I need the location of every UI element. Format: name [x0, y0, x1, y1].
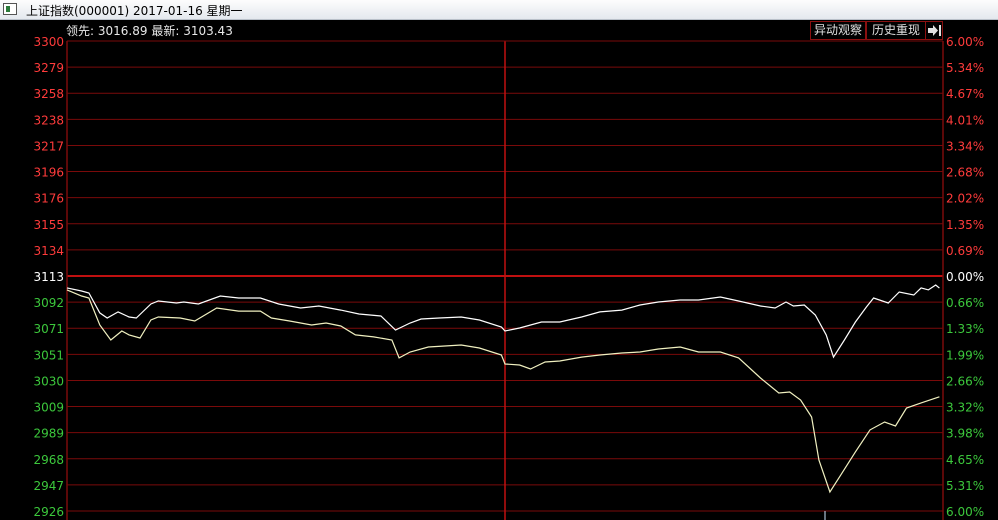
price-tick-label: 3113 — [33, 270, 64, 284]
percent-tick-label: 1.99% — [946, 348, 984, 362]
percent-tick-label: 3.98% — [946, 427, 984, 441]
price-tick-label: 3196 — [33, 166, 64, 180]
window-title-bar: 上证指数(000001) 2017-01-16 星期一 — [0, 0, 998, 20]
price-tick-label: 3030 — [33, 374, 64, 388]
price-tick-label: 3238 — [33, 113, 64, 127]
latest-label: 最新 — [151, 24, 176, 38]
leading-label: 领先 — [66, 24, 91, 38]
anomaly-watch-button[interactable]: 异动观察 — [810, 21, 866, 40]
right-percent-axis: 6.00% 5.34% 4.67% 4.01% 3.34% 2.68% 2.02% 1.35%… — [946, 35, 984, 519]
percent-tick-label: 2.66% — [946, 374, 984, 388]
price-tick-label: 3051 — [33, 348, 64, 362]
series-lines — [66, 284, 940, 494]
percent-tick-label: 3.34% — [946, 139, 984, 153]
price-tick-label: 2947 — [33, 479, 64, 493]
price-tick-label: 3134 — [33, 244, 64, 258]
price-tick-label: 3258 — [33, 87, 64, 101]
price-tick-label: 3217 — [33, 139, 64, 153]
price-tick-label: 3300 — [33, 35, 64, 49]
price-info: 领先: 3016.89 最新: 3103.43 — [66, 24, 233, 38]
leading-value: 3016.89 — [97, 24, 148, 38]
collapse-panel-button[interactable] — [925, 21, 943, 40]
percent-tick-label: 0.69% — [946, 244, 984, 258]
percent-tick-label: 5.31% — [946, 479, 984, 493]
percent-tick-label: 3.32% — [946, 401, 984, 415]
price-tick-label: 3092 — [33, 296, 64, 310]
price-tick-label: 2989 — [33, 427, 64, 441]
price-tick-label: 3155 — [33, 218, 64, 232]
left-price-axis: 3300 3279 3258 3238 3217 3196 3176 3155 3134 3113… — [33, 35, 64, 519]
window-title: 上证指数(000001) 2017-01-16 星期一 — [26, 4, 243, 18]
price-tick-label: 3279 — [33, 61, 64, 75]
percent-tick-label: 4.65% — [946, 453, 984, 467]
arrow-right-to-bar-icon — [928, 25, 941, 36]
app-window-icon[interactable] — [3, 3, 17, 15]
price-tick-label: 2968 — [33, 453, 64, 467]
percent-tick-label: 1.35% — [946, 218, 984, 232]
percent-tick-label: 4.67% — [946, 87, 984, 101]
anomaly-watch-label: 异动观察 — [813, 23, 862, 37]
percent-tick-label: 6.00% — [946, 35, 984, 49]
percent-tick-label: 5.34% — [946, 61, 984, 75]
grid-lines — [66, 40, 944, 520]
percent-tick-label: 2.02% — [946, 192, 984, 206]
history-replay-label: 历史重现 — [871, 23, 920, 37]
price-tick-label: 3176 — [33, 192, 64, 206]
history-replay-button[interactable]: 历史重现 — [866, 21, 926, 40]
latest-value: 3103.43 — [183, 24, 233, 38]
percent-tick-label: 1.33% — [946, 322, 984, 336]
latest-price-line — [66, 284, 940, 359]
price-tick-label: 3009 — [33, 401, 64, 415]
leading-index-line — [66, 289, 940, 494]
percent-tick-label: 2.68% — [946, 166, 984, 180]
percent-tick-label: 6.00% — [946, 505, 984, 519]
percent-tick-label: 4.01% — [946, 113, 984, 127]
percent-tick-label: 0.66% — [946, 296, 984, 310]
percent-tick-label: 0.00% — [946, 270, 984, 284]
price-tick-label: 2926 — [33, 505, 64, 519]
price-tick-label: 3071 — [33, 322, 64, 336]
